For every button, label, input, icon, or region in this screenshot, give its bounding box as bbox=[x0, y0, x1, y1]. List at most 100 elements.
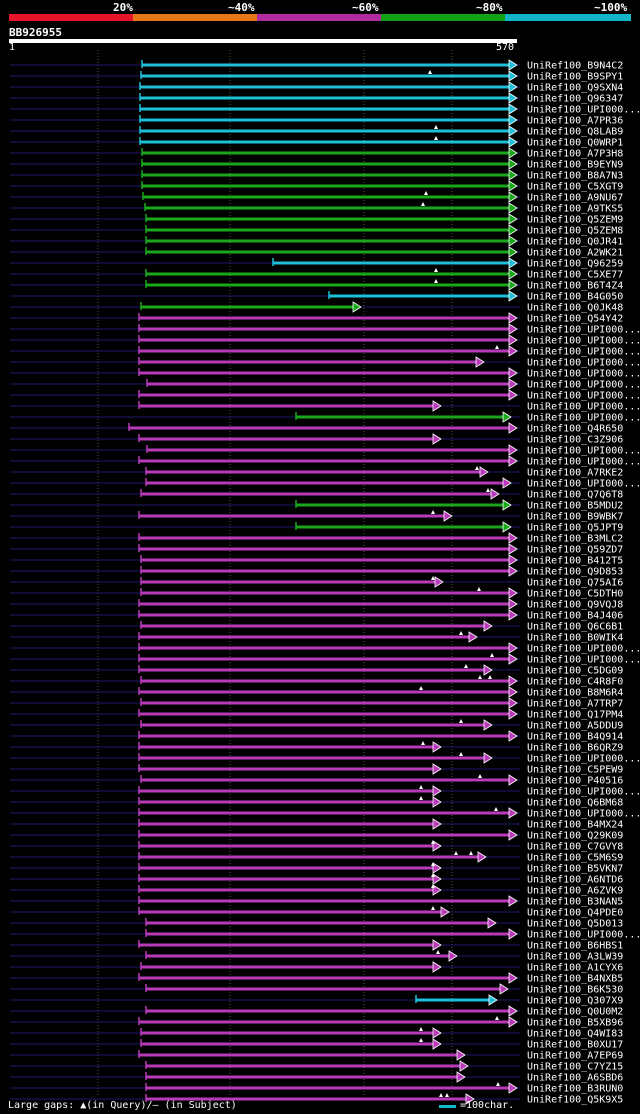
hit-bar[interactable] bbox=[139, 1020, 511, 1024]
hit-row[interactable]: UniRef100_B0XU17 bbox=[10, 1038, 623, 1051]
hit-row[interactable]: UniRef100_P40516 bbox=[10, 774, 623, 787]
hit-label[interactable]: UniRef100_C5DTH0 bbox=[527, 589, 623, 600]
hit-label[interactable]: UniRef100_Q4WI83 bbox=[527, 1029, 623, 1040]
hit-bar[interactable] bbox=[146, 1097, 468, 1101]
hit-bar[interactable] bbox=[146, 954, 451, 958]
hit-label[interactable]: UniRef100_A2WK21 bbox=[527, 248, 623, 259]
hit-bar[interactable] bbox=[139, 756, 486, 760]
hit-bar[interactable] bbox=[147, 382, 511, 386]
hit-row[interactable]: UniRef100_UPI000... bbox=[10, 752, 640, 765]
hit-label[interactable]: UniRef100_Q5ZEM8 bbox=[527, 226, 623, 237]
hit-bar[interactable] bbox=[146, 481, 505, 485]
hit-row[interactable]: UniRef100_B4MX24 bbox=[10, 818, 623, 831]
hit-row[interactable]: UniRef100_Q4WI83 bbox=[10, 1027, 623, 1040]
hit-row[interactable]: UniRef100_UPI000... bbox=[10, 653, 640, 666]
hit-bar[interactable] bbox=[140, 96, 511, 100]
hit-label[interactable]: UniRef100_A7P3H8 bbox=[527, 149, 623, 160]
hit-row[interactable]: UniRef100_UPI000... bbox=[10, 400, 640, 413]
hit-bar[interactable] bbox=[141, 778, 511, 782]
hit-label[interactable]: UniRef100_Q54Y42 bbox=[527, 314, 623, 325]
hit-bar[interactable] bbox=[140, 140, 511, 144]
hit-row[interactable]: UniRef100_UPI000... bbox=[10, 356, 640, 369]
hit-label[interactable]: UniRef100_Q96259 bbox=[527, 259, 623, 270]
hit-label[interactable]: UniRef100_C5PEW9 bbox=[527, 765, 623, 776]
hit-row[interactable]: UniRef100_A7RKE2 bbox=[10, 466, 623, 479]
hit-label[interactable]: UniRef100_A6NTD6 bbox=[527, 875, 623, 886]
hit-label[interactable]: UniRef100_C3Z906 bbox=[527, 435, 623, 446]
hit-row[interactable]: UniRef100_C4R8F0 bbox=[10, 675, 623, 688]
hit-row[interactable]: UniRef100_B3MLC2 bbox=[10, 532, 623, 545]
hit-label[interactable]: UniRef100_UPI000... bbox=[527, 930, 640, 941]
hit-row[interactable]: UniRef100_A3LW39 bbox=[10, 950, 623, 963]
hit-label[interactable]: UniRef100_UPI000... bbox=[527, 347, 640, 358]
hit-label[interactable]: UniRef100_UPI000... bbox=[527, 336, 640, 347]
hit-row[interactable]: UniRef100_B9N4C2 bbox=[10, 59, 623, 72]
hit-label[interactable]: UniRef100_Q5ZEM9 bbox=[527, 215, 623, 226]
hit-bar[interactable] bbox=[139, 657, 511, 661]
hit-label[interactable]: UniRef100_B6QRZ9 bbox=[527, 743, 623, 754]
hit-label[interactable]: UniRef100_Q5D013 bbox=[527, 919, 623, 930]
hit-label[interactable]: UniRef100_UPI000... bbox=[527, 457, 640, 468]
hit-row[interactable]: UniRef100_Q29K09 bbox=[10, 829, 623, 842]
hit-row[interactable]: UniRef100_Q75AI6 bbox=[10, 576, 623, 589]
hit-label[interactable]: UniRef100_B3NAN5 bbox=[527, 897, 623, 908]
hit-row[interactable]: UniRef100_Q307X9 bbox=[10, 994, 623, 1007]
hit-row[interactable]: UniRef100_B5VKN7 bbox=[10, 862, 623, 875]
hit-label[interactable]: UniRef100_B6HBS1 bbox=[527, 941, 623, 952]
hit-row[interactable]: UniRef100_C5DTH0 bbox=[10, 587, 623, 600]
hit-bar[interactable] bbox=[146, 1086, 511, 1090]
hit-label[interactable]: UniRef100_B6K530 bbox=[527, 985, 623, 996]
hit-row[interactable]: UniRef100_UPI000... bbox=[10, 455, 640, 468]
hit-label[interactable]: UniRef100_B8M6R4 bbox=[527, 688, 623, 699]
hit-bar[interactable] bbox=[141, 591, 511, 595]
hit-row[interactable]: UniRef100_UPI000... bbox=[10, 103, 640, 116]
hit-row[interactable]: UniRef100_B9WBK7 bbox=[10, 510, 623, 523]
hit-bar[interactable] bbox=[146, 272, 511, 276]
hit-label[interactable]: UniRef100_Q29K09 bbox=[527, 831, 623, 842]
hit-label[interactable]: UniRef100_Q4PDE0 bbox=[527, 908, 623, 919]
hit-bar[interactable] bbox=[145, 206, 511, 210]
hit-label[interactable]: UniRef100_B412T5 bbox=[527, 556, 623, 567]
hit-bar[interactable] bbox=[146, 470, 482, 474]
hit-row[interactable]: UniRef100_Q9SXN4 bbox=[10, 81, 623, 94]
hit-row[interactable]: UniRef100_B412T5 bbox=[10, 554, 623, 567]
hit-row[interactable]: UniRef100_A2WK21 bbox=[10, 246, 623, 259]
hit-label[interactable]: UniRef100_B9SPY1 bbox=[527, 72, 623, 83]
hit-label[interactable]: UniRef100_UPI000... bbox=[527, 105, 640, 116]
hit-row[interactable]: UniRef100_B6K530 bbox=[10, 983, 623, 996]
hit-bar[interactable] bbox=[139, 976, 511, 980]
hit-row[interactable]: UniRef100_UPI000... bbox=[10, 444, 640, 457]
hit-label[interactable]: UniRef100_B4MX24 bbox=[527, 820, 623, 831]
hit-row[interactable]: UniRef100_Q5K9X5 bbox=[10, 1093, 623, 1106]
hit-label[interactable]: UniRef100_A7PR36 bbox=[527, 116, 623, 127]
hit-label[interactable]: UniRef100_UPI000... bbox=[527, 655, 640, 666]
hit-label[interactable]: UniRef100_A9TKS5 bbox=[527, 204, 623, 215]
hit-bar[interactable] bbox=[146, 1075, 459, 1079]
hit-label[interactable]: UniRef100_UPI000... bbox=[527, 809, 640, 820]
hit-row[interactable]: UniRef100_UPI000... bbox=[10, 378, 640, 391]
hit-bar[interactable] bbox=[141, 580, 437, 584]
hit-row[interactable]: UniRef100_B4G050 bbox=[10, 290, 623, 303]
hit-label[interactable]: UniRef100_B8A7N3 bbox=[527, 171, 623, 182]
hit-bar[interactable] bbox=[139, 459, 511, 463]
hit-bar[interactable] bbox=[146, 239, 511, 243]
hit-label[interactable]: UniRef100_A6SBD6 bbox=[527, 1073, 623, 1084]
hit-bar[interactable] bbox=[139, 866, 435, 870]
hit-row[interactable]: UniRef100_B3RUN0 bbox=[10, 1082, 623, 1095]
hit-row[interactable]: UniRef100_A9TKS5 bbox=[10, 202, 623, 215]
hit-bar[interactable] bbox=[140, 118, 511, 122]
hit-bar[interactable] bbox=[146, 217, 511, 221]
hit-bar[interactable] bbox=[139, 844, 435, 848]
hit-bar[interactable] bbox=[139, 668, 486, 672]
hit-label[interactable]: UniRef100_UPI000... bbox=[527, 644, 640, 655]
hit-bar[interactable] bbox=[139, 437, 435, 441]
hit-bar[interactable] bbox=[139, 822, 435, 826]
hit-label[interactable]: UniRef100_UPI000... bbox=[527, 391, 640, 402]
hit-row[interactable]: UniRef100_Q59ZD7 bbox=[10, 543, 623, 556]
hit-row[interactable]: UniRef100_B5MDU2 bbox=[10, 499, 623, 512]
hit-label[interactable]: UniRef100_Q0JK48 bbox=[527, 303, 623, 314]
hit-label[interactable]: UniRef100_Q4R650 bbox=[527, 424, 623, 435]
hit-label[interactable]: UniRef100_C7GVY8 bbox=[527, 842, 623, 853]
hit-label[interactable]: UniRef100_UPI000... bbox=[527, 369, 640, 380]
hit-row[interactable]: UniRef100_Q96347 bbox=[10, 92, 623, 105]
